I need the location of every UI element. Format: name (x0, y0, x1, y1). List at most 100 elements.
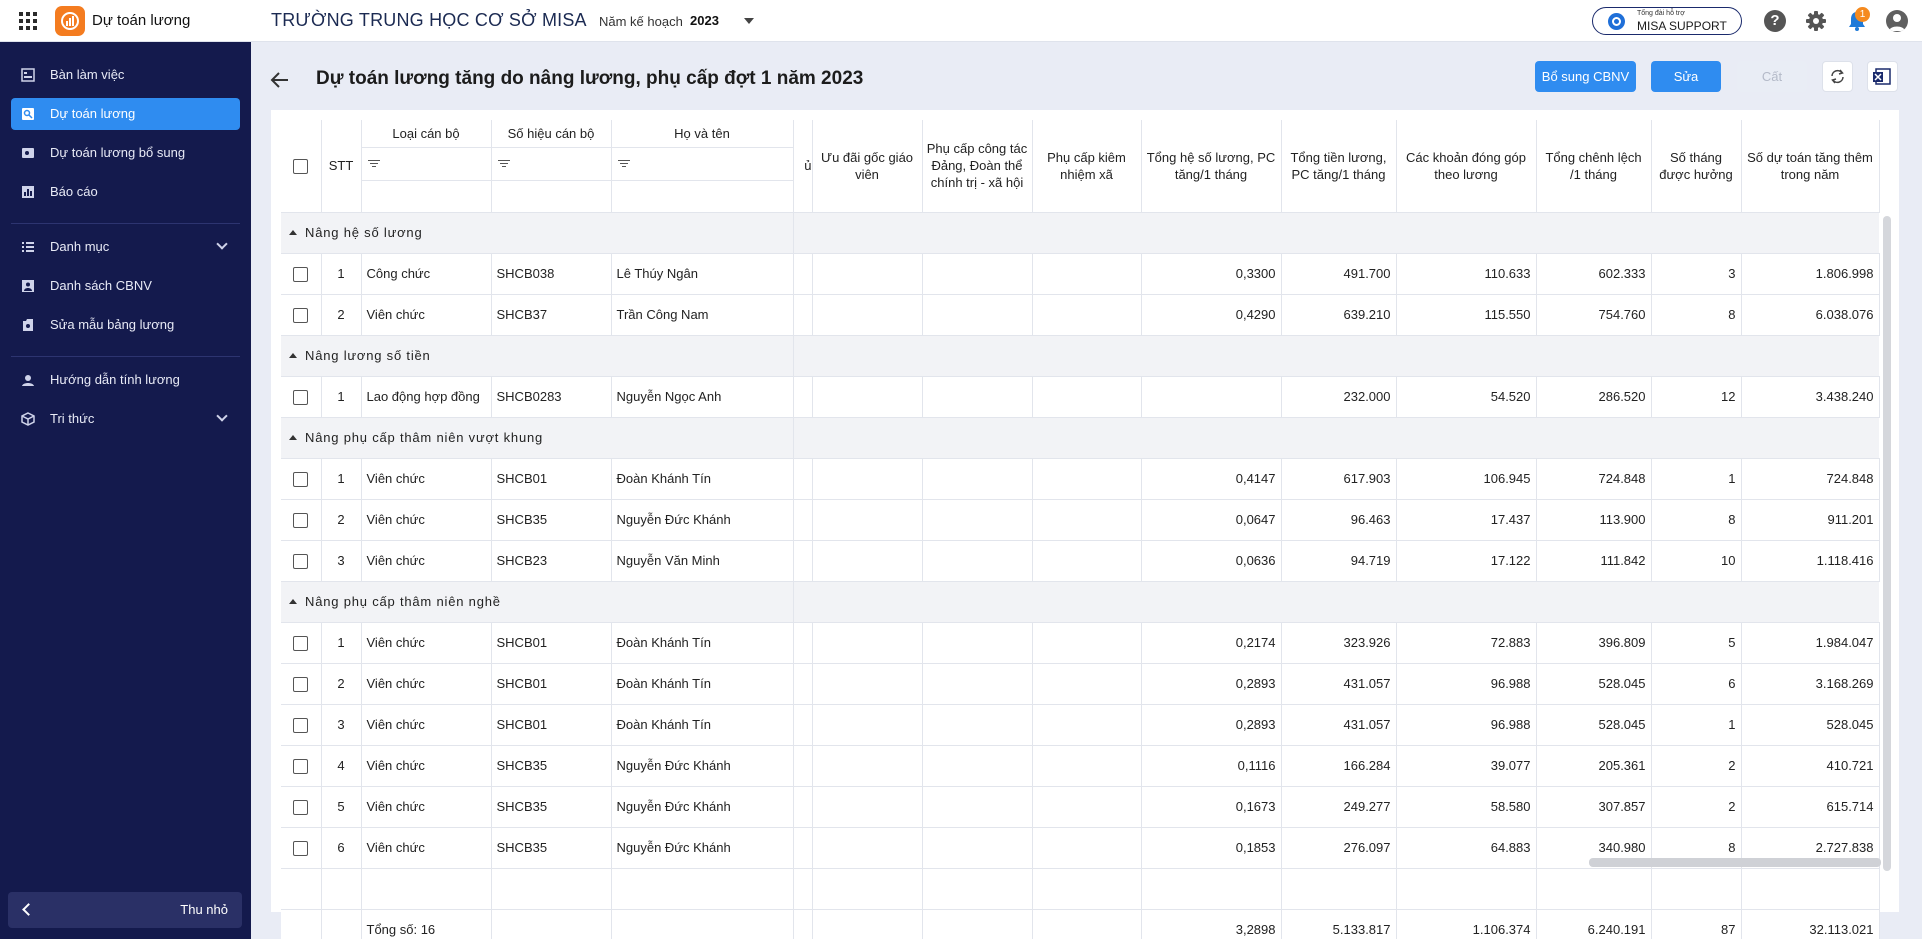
sidebar: Bàn làm việc Dự toán lương Dự toán lương… (0, 42, 251, 939)
cell-full-name: Đoàn Khánh Tín (611, 458, 794, 500)
sidebar-item-categories[interactable]: Danh mục (11, 231, 240, 263)
support-phone-icon (1608, 13, 1625, 30)
horizontal-scrollbar[interactable] (1589, 858, 1881, 867)
sidebar-item-salary-estimate-extra[interactable]: Dự toán lương bổ sung (11, 137, 240, 169)
cell-staff-type: Công chức (361, 253, 492, 295)
sidebar-item-salary-guide[interactable]: Hướng dẫn tính lương (11, 364, 240, 396)
collapse-triangle-icon[interactable] (289, 599, 297, 604)
cell-coefficient: 0,2174 (1141, 622, 1282, 664)
cell-amount: 491.700 (1281, 253, 1397, 295)
row-checkbox[interactable] (293, 799, 309, 815)
table-row[interactable]: 2 Viên chức SHCB35 Nguyễn Đức Khánh 0,06… (281, 499, 1880, 541)
table-row[interactable]: 5 Viên chức SHCB35 Nguyễn Đức Khánh 0,16… (281, 786, 1880, 828)
sidebar-item-label: Danh sách CBNV (50, 278, 152, 293)
filter-icon[interactable] (367, 160, 380, 168)
sidebar-item-staff-list[interactable]: Danh sách CBNV (11, 270, 240, 302)
filter-value-staff-type[interactable] (361, 180, 492, 213)
plan-year-select[interactable]: 2023 (690, 13, 719, 28)
col-header-yearly-estimate: Số dự toán tăng thêm trong năm (1741, 120, 1880, 213)
chevron-down-icon[interactable] (216, 410, 228, 422)
row-checkbox[interactable] (293, 389, 309, 405)
sidebar-item-reports[interactable]: Báo cáo (11, 176, 240, 208)
row-checkbox[interactable] (293, 307, 309, 323)
row-checkbox[interactable] (293, 266, 309, 282)
table-row[interactable]: 4 Viên chức SHCB35 Nguyễn Đức Khánh 0,11… (281, 745, 1880, 787)
cell-staff-id: SHCB038 (491, 253, 612, 295)
export-excel-icon[interactable] (1867, 61, 1898, 92)
collapse-triangle-icon[interactable] (289, 353, 297, 358)
sidebar-item-salary-estimate[interactable]: Dự toán lương (11, 98, 240, 130)
filter-full-name[interactable] (611, 147, 794, 181)
filter-staff-id[interactable] (491, 147, 612, 181)
row-checkbox[interactable] (293, 717, 309, 733)
cell-full-name: Trần Công Nam (611, 294, 794, 336)
filter-icon[interactable] (497, 160, 510, 168)
filter-value-full-name[interactable] (611, 180, 794, 213)
gear-icon[interactable] (1805, 10, 1827, 32)
vertical-scrollbar[interactable] (1883, 216, 1891, 871)
sidebar-item-label: Danh mục (50, 239, 110, 254)
col-header-staff-id[interactable]: Số hiệu cán bộ (491, 120, 612, 148)
support-button[interactable]: Tổng đài hỗ trợ MISA SUPPORT (1592, 7, 1742, 35)
row-checkbox[interactable] (293, 676, 309, 692)
row-checkbox[interactable] (293, 553, 309, 569)
table-row[interactable]: 2 Viên chức SHCB01 Đoàn Khánh Tín 0,2893… (281, 663, 1880, 705)
sidebar-item-label: Dự toán lương (50, 106, 136, 121)
table-row[interactable]: 3 Viên chức SHCB23 Nguyễn Văn Minh 0,063… (281, 540, 1880, 582)
cell-estimate: 528.045 (1741, 704, 1880, 746)
chevron-down-icon[interactable] (216, 238, 228, 250)
table-row[interactable]: 1 Lao động hợp đồng SHCB0283 Nguyễn Ngọc… (281, 376, 1880, 418)
table-row[interactable]: 2 Viên chức SHCB37 Trần Công Nam 0,4290 … (281, 294, 1880, 336)
cell-coefficient (1141, 376, 1282, 418)
apps-grid-icon[interactable] (19, 12, 37, 30)
table-row[interactable]: 1 Viên chức SHCB01 Đoàn Khánh Tín 0,4147… (281, 458, 1880, 500)
chevron-down-icon[interactable] (744, 18, 754, 24)
collapse-triangle-icon[interactable] (289, 435, 297, 440)
cell-months: 2 (1651, 745, 1742, 787)
col-header-full-name[interactable]: Họ và tên (611, 120, 794, 148)
cell-coefficient: 0,0636 (1141, 540, 1282, 582)
col-header-staff-type[interactable]: Loại cán bộ (361, 120, 492, 148)
add-staff-button[interactable]: Bổ sung CBNV (1535, 61, 1636, 92)
back-arrow-icon[interactable] (268, 68, 292, 92)
group-row[interactable]: Nâng phụ cấp thâm niên vượt khung (281, 417, 1879, 459)
cell-stt: 1 (321, 458, 362, 500)
cell-staff-type: Viên chức (361, 745, 492, 787)
col-header-total-amount: Tổng tiền lương, PC tăng/1 tháng (1281, 120, 1397, 213)
select-all-checkbox[interactable] (293, 158, 309, 174)
cell-staff-id: SHCB35 (491, 499, 612, 541)
refresh-icon[interactable] (1822, 61, 1853, 92)
filter-icon[interactable] (617, 160, 630, 168)
sidebar-item-label: Tri thức (50, 411, 95, 426)
filter-staff-type[interactable] (361, 147, 492, 181)
table-row[interactable]: 1 Công chức SHCB038 Lê Thúy Ngân 0,3300 … (281, 253, 1880, 295)
cell-estimate: 410.721 (1741, 745, 1880, 787)
sidebar-collapse-button[interactable]: Thu nhỏ (8, 892, 242, 928)
table-panel: STT Loại cán bộ Số hiệu cán bộ Họ và tên… (271, 110, 1899, 939)
cell-amount: 94.719 (1281, 540, 1397, 582)
table-row[interactable]: 6 Viên chức SHCB35 Nguyễn Đức Khánh 0,18… (281, 827, 1880, 869)
cell-contributions: 115.550 (1396, 294, 1537, 336)
edit-button[interactable]: Sửa (1651, 61, 1721, 92)
cell-contributions: 106.945 (1396, 458, 1537, 500)
col-header-teacher-allowance: Ưu đãi gốc giáo viên (812, 120, 923, 213)
collapse-triangle-icon[interactable] (289, 230, 297, 235)
sidebar-item-edit-template[interactable]: Sửa mẫu bảng lương (11, 309, 240, 341)
table-row[interactable]: 1 Viên chức SHCB01 Đoàn Khánh Tín 0,2174… (281, 622, 1880, 664)
cell-full-name: Lê Thúy Ngân (611, 253, 794, 295)
row-checkbox[interactable] (293, 512, 309, 528)
help-icon[interactable]: ? (1764, 10, 1786, 32)
group-row[interactable]: Nâng phụ cấp thâm niên nghề (281, 581, 1879, 623)
user-avatar-icon[interactable] (1886, 10, 1908, 32)
row-checkbox[interactable] (293, 471, 309, 487)
row-checkbox[interactable] (293, 840, 309, 856)
sidebar-item-knowledge[interactable]: Tri thức (11, 403, 240, 435)
group-row[interactable]: Nâng hệ số lương (281, 212, 1879, 254)
group-row[interactable]: Nâng lương số tiền (281, 335, 1879, 377)
filter-value-staff-id[interactable] (491, 180, 612, 213)
table-row[interactable]: 3 Viên chức SHCB01 Đoàn Khánh Tín 0,2893… (281, 704, 1880, 746)
row-checkbox[interactable] (293, 635, 309, 651)
row-checkbox[interactable] (293, 758, 309, 774)
sidebar-item-workspace[interactable]: Bàn làm việc (11, 59, 240, 91)
save-button[interactable]: Cất (1737, 61, 1807, 92)
